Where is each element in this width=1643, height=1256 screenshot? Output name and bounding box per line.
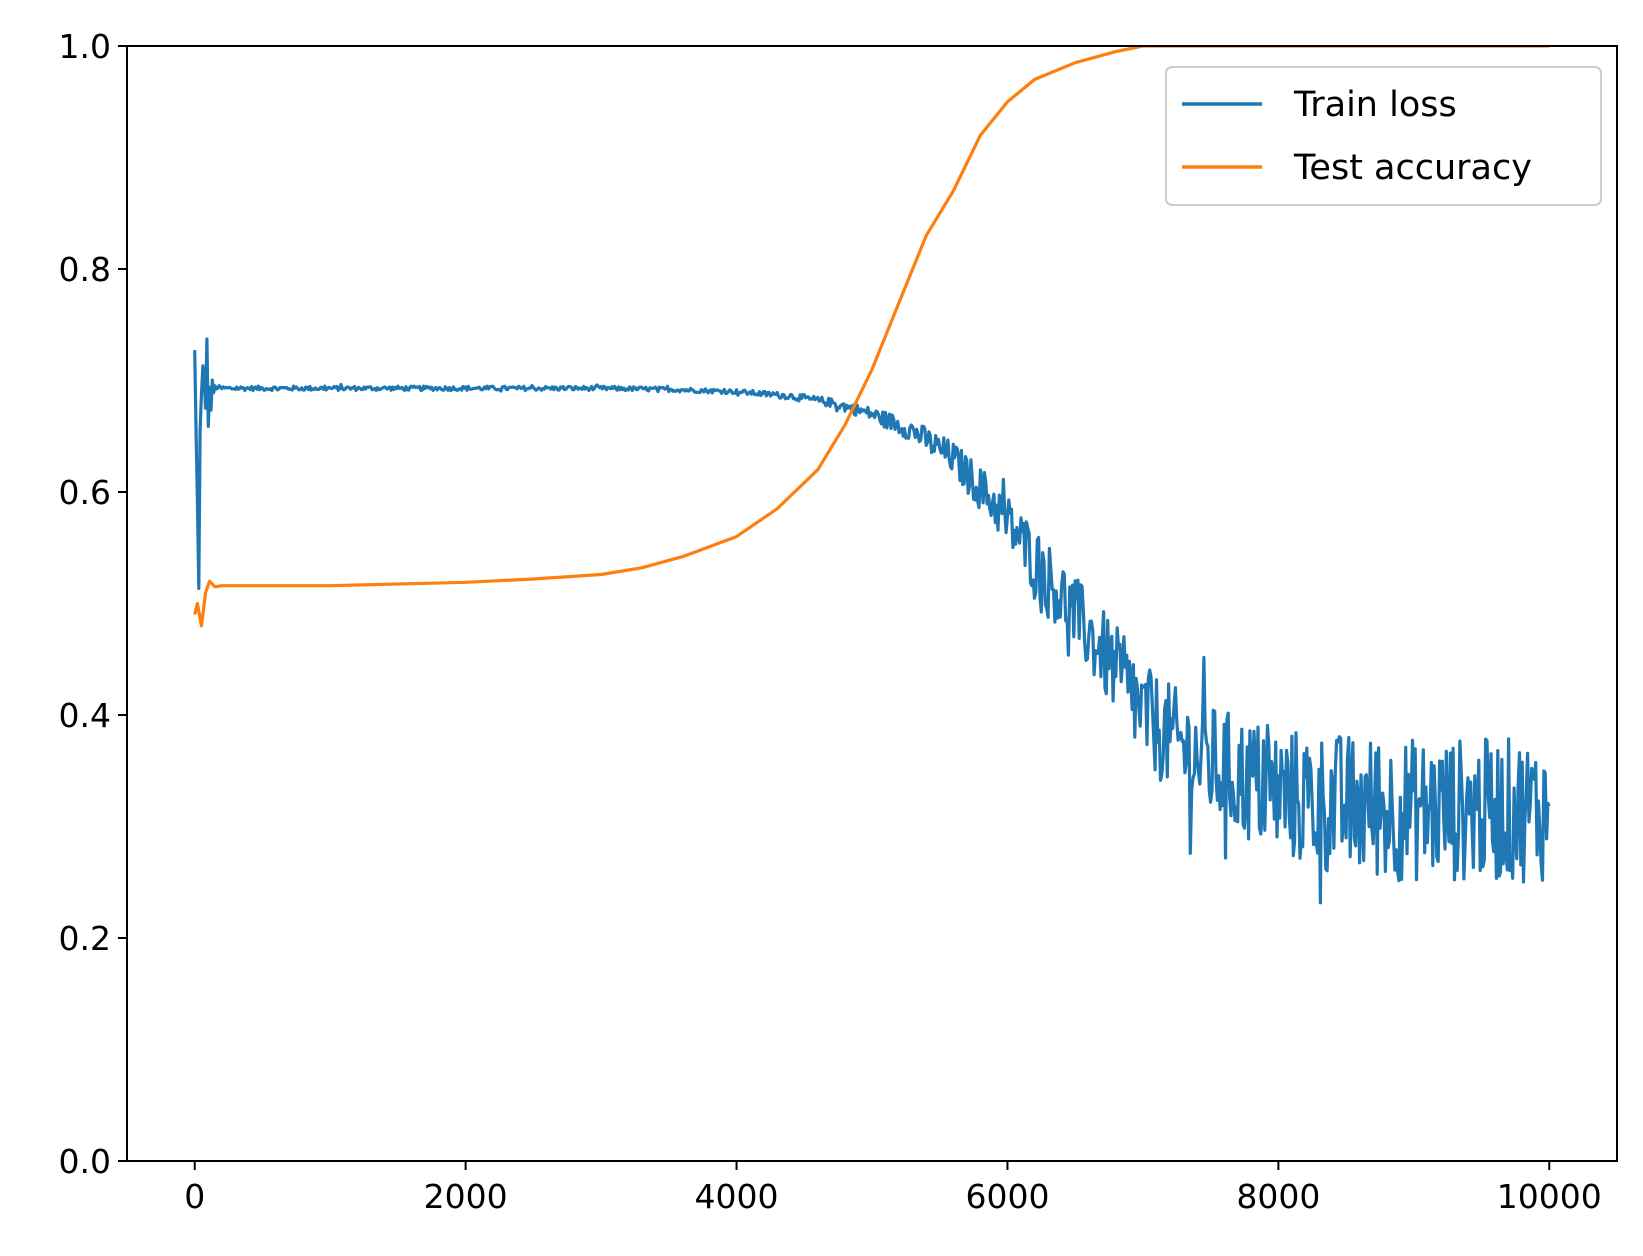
x-tick-label: 6000 bbox=[965, 1177, 1049, 1216]
x-tick-label: 10000 bbox=[1497, 1177, 1602, 1216]
x-tick-label: 4000 bbox=[695, 1177, 779, 1216]
y-tick-label: 0.0 bbox=[59, 1142, 111, 1181]
y-tick-label: 0.2 bbox=[59, 919, 111, 958]
legend-box bbox=[1165, 66, 1602, 206]
plot-lines bbox=[193, 46, 1551, 905]
x-tick-label: 8000 bbox=[1236, 1177, 1320, 1216]
axes-frame bbox=[126, 45, 1618, 1162]
y-axis: 0.0 0.2 0.4 0.6 0.8 1.0 bbox=[59, 27, 127, 1181]
y-tick-label: 1.0 bbox=[59, 27, 111, 66]
y-tick-label: 0.4 bbox=[59, 696, 111, 735]
legend-label: Test accuracy bbox=[1293, 148, 1532, 188]
series-line-1 bbox=[193, 46, 1550, 628]
legend-label: Train loss bbox=[1293, 85, 1457, 125]
legend: Train loss Test accuracy bbox=[1165, 66, 1602, 206]
x-axis: 0 2000 4000 6000 8000 10000 bbox=[184, 1161, 1602, 1216]
x-tick-label: 0 bbox=[184, 1177, 205, 1216]
y-tick-label: 0.8 bbox=[59, 250, 111, 289]
series-line-0 bbox=[193, 337, 1551, 905]
y-tick-label: 0.6 bbox=[59, 473, 111, 512]
x-tick-label: 2000 bbox=[424, 1177, 508, 1216]
